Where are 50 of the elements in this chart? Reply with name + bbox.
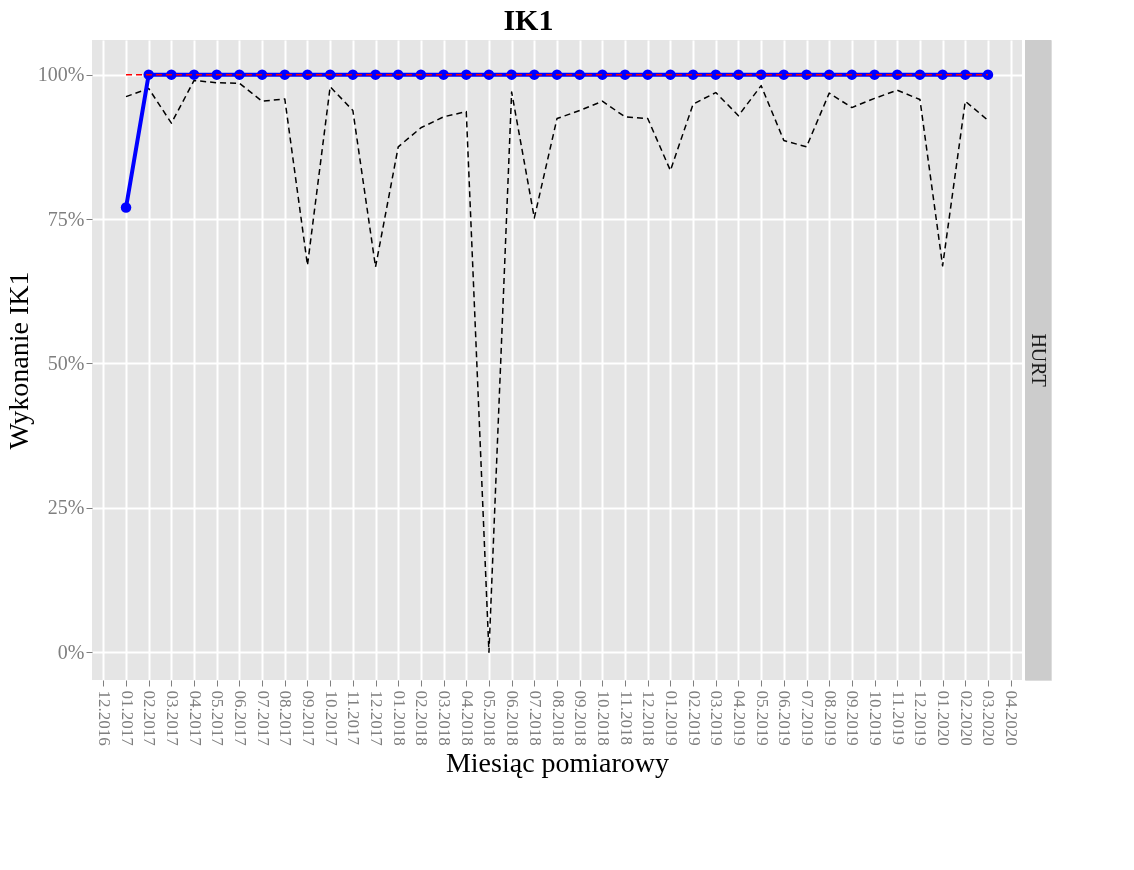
x-tick-label: 08.2018 (548, 690, 568, 746)
x-tick-label: 06.2017 (230, 690, 250, 747)
x-tick-label: 02.2020 (956, 690, 976, 746)
x-tick-label: 03.2020 (979, 690, 999, 746)
x-tick-label: 11.2018 (616, 690, 636, 746)
x-tick-label: 10.2019 (866, 690, 886, 746)
x-tick-label: 01.2017 (117, 690, 137, 747)
x-tick-label: 04.2019 (729, 690, 749, 746)
x-tick-label: 02.2019 (684, 690, 704, 746)
x-tick-label: 12.2017 (367, 690, 387, 747)
y-axis-title: Wykonanie IK1 (2, 271, 34, 450)
x-tick-label: 03.2018 (435, 690, 455, 746)
y-tick-label: 0% (57, 640, 85, 663)
x-tick-label: 04.2020 (1002, 690, 1022, 746)
x-tick-label: 02.2017 (140, 690, 160, 747)
text: HURT (1028, 333, 1050, 387)
x-tick-label: 10.2018 (593, 690, 613, 746)
chart-title: IK1 (503, 2, 554, 36)
x-tick-label: 11.2019 (888, 690, 908, 746)
x-tick-label: 05.2018 (480, 690, 500, 746)
x-tick-label: 04.2017 (185, 690, 205, 747)
x-tick-label: 03.2017 (162, 690, 182, 747)
y-tick-label: 100% (37, 63, 85, 86)
x-tick-label: 07.2019 (798, 690, 818, 746)
x-tick-label: 01.2018 (389, 690, 409, 746)
y-tick-label: 50% (47, 351, 85, 374)
x-tick-label: 12.2018 (639, 690, 659, 746)
x-tick-label: 04.2018 (457, 690, 477, 746)
x-axis-title: Miesiąc pomiarowy (445, 746, 670, 778)
x-tick-label: 06.2018 (503, 690, 523, 746)
y-tick-label: 75% (47, 207, 85, 230)
x-tick-label: 12.2016 (94, 690, 114, 746)
x-tick-label: 06.2019 (775, 690, 795, 746)
x-tick-label: 07.2017 (253, 690, 273, 747)
x-tick-label: 03.2019 (707, 690, 727, 746)
x-tick-label: 12.2019 (911, 690, 931, 746)
x-tick-label: 01.2020 (934, 690, 954, 746)
x-tick-label: 10.2017 (321, 690, 341, 747)
x-tick-label: 02.2018 (412, 690, 432, 746)
x-tick-label: 08.2019 (820, 690, 840, 746)
x-tick-label: 11.2017 (344, 690, 364, 746)
x-tick-label: 08.2017 (276, 690, 296, 747)
x-tick-label: 05.2017 (208, 690, 228, 747)
x-tick-label: 09.2018 (571, 690, 591, 746)
x-tick-label: 07.2018 (525, 690, 545, 746)
y-tick-label: 25% (47, 496, 85, 519)
x-tick-label: 09.2017 (298, 690, 318, 747)
x-tick-label: 01.2019 (661, 690, 681, 746)
x-tick-label: 05.2019 (752, 690, 772, 746)
x-tick-label: 09.2019 (843, 690, 863, 746)
